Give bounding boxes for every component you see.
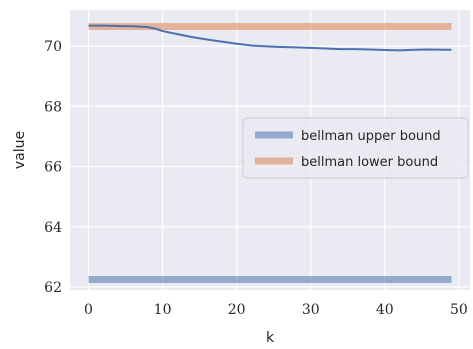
x-tick-label: 40 bbox=[376, 302, 394, 318]
legend-box bbox=[242, 117, 469, 179]
x-tick-label: 0 bbox=[84, 302, 93, 318]
legend: bellman upper bound bellman lower bound bbox=[242, 117, 469, 179]
legend-label-upper-bound: bellman upper bound bbox=[301, 129, 441, 144]
y-tick-label: 68 bbox=[44, 99, 62, 115]
x-axis-label: k bbox=[266, 330, 275, 346]
trace-line bbox=[88, 24, 452, 52]
legend-label-lower-bound: bellman lower bound bbox=[301, 155, 438, 170]
y-tick-label: 62 bbox=[44, 280, 62, 296]
x-tick-label: 20 bbox=[228, 302, 246, 318]
x-tick-label: 30 bbox=[302, 302, 320, 318]
x-tick-label: 50 bbox=[450, 302, 468, 318]
x-tick-label: 10 bbox=[154, 302, 172, 318]
y-tick-label: 70 bbox=[44, 39, 62, 55]
y-tick-labels: 62 64 66 68 70 bbox=[44, 39, 62, 296]
y-axis-label: value bbox=[12, 131, 28, 169]
y-tick-label: 66 bbox=[44, 160, 62, 176]
x-tick-labels: 0 10 20 30 40 50 bbox=[84, 302, 468, 318]
y-tick-label: 64 bbox=[44, 220, 62, 236]
series-layer bbox=[88, 23, 452, 283]
